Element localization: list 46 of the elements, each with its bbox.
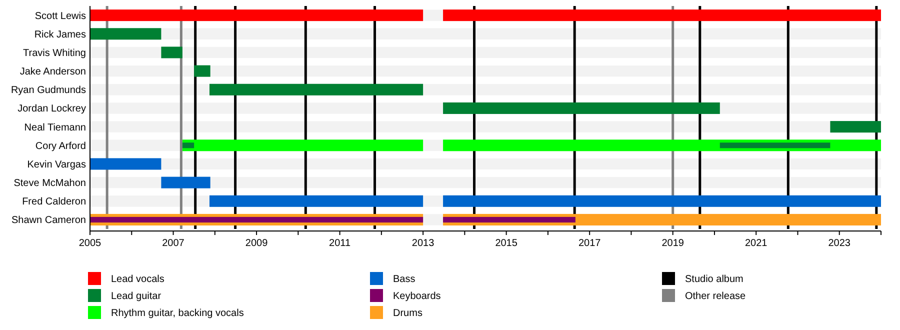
x-tick-label: 2023 — [828, 238, 851, 249]
bar — [443, 102, 720, 114]
legend-label: Bass — [393, 274, 416, 285]
y-tick-label: Jordan Lockrey — [18, 104, 86, 115]
y-tick-label: Scott Lewis — [34, 10, 86, 22]
bar — [90, 10, 424, 22]
y-tick-label: Travis Whiting — [23, 48, 86, 59]
y-tick-label: Cory Arford — [35, 140, 86, 152]
x-tick-label: 2005 — [78, 238, 102, 249]
y-tick-label: Jake Anderson — [20, 66, 86, 78]
legend-label: Other release — [685, 291, 746, 302]
legend-label: Drums — [393, 308, 422, 319]
y-tick-label: Fred Calderon — [22, 196, 86, 208]
x-tick-label: 2011 — [329, 238, 351, 249]
x-tick-label: 2013 — [412, 238, 435, 249]
legend-label: Lead vocals — [111, 274, 164, 285]
bar — [443, 10, 881, 22]
bar — [90, 216, 424, 222]
y-tick-label: Ryan Gudmunds — [10, 85, 86, 96]
y-tick-label: Neal Tiemann — [24, 122, 86, 134]
bar — [209, 84, 424, 96]
bar — [443, 216, 576, 222]
bar — [182, 140, 424, 152]
bar — [161, 176, 210, 188]
bar — [443, 195, 881, 207]
legend-label: Lead guitar — [111, 291, 162, 302]
x-tick-label: 2017 — [578, 238, 602, 249]
x-tick-label: 2009 — [245, 238, 268, 249]
y-tick-label: Steve McMahon — [14, 178, 86, 190]
bar — [90, 158, 162, 170]
x-tick-label: 2021 — [744, 238, 768, 249]
bar — [720, 142, 830, 148]
legend-label: Keyboards — [393, 291, 441, 302]
legend-label: Studio album — [685, 274, 744, 285]
bar — [161, 46, 182, 58]
x-tick-label: 2007 — [162, 238, 185, 249]
x-tick-label: 2015 — [495, 238, 518, 249]
y-tick-label: Rick James — [34, 29, 86, 40]
bar — [90, 28, 162, 40]
y-tick-label: Kevin Vargas — [27, 159, 86, 170]
y-tick-label: Shawn Cameron — [12, 215, 86, 226]
bar — [830, 121, 881, 133]
legend-label: Rhythm guitar, backing vocals — [111, 308, 244, 319]
bar — [194, 65, 210, 77]
bar — [209, 195, 424, 207]
x-tick-label: 2019 — [662, 238, 684, 249]
